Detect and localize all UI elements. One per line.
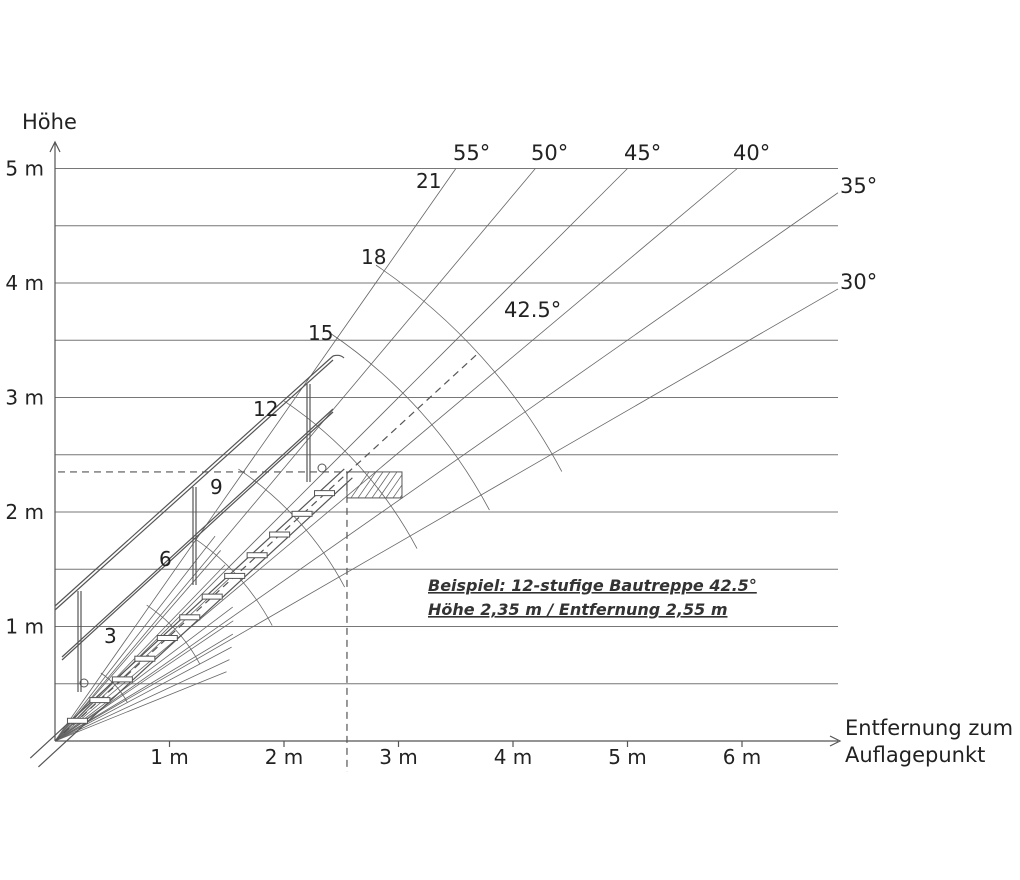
minor-angle-ray bbox=[54, 646, 232, 742]
hatch-line bbox=[357, 471, 377, 499]
x-tick-label: 4 m bbox=[494, 745, 533, 769]
handrail-upper bbox=[54, 355, 334, 607]
hatch-line bbox=[385, 474, 403, 499]
step-count-label: 15 bbox=[308, 321, 333, 345]
y-tick-label: 1 m bbox=[5, 615, 44, 639]
y-axis-title: Höhe bbox=[22, 110, 77, 134]
stair-tread bbox=[291, 510, 313, 517]
x-axis-title-line2: Auflagepunkt bbox=[845, 743, 985, 767]
step-arc-12 bbox=[238, 468, 345, 588]
step-arc-3 bbox=[100, 672, 128, 703]
stringer-lower bbox=[37, 477, 353, 768]
x-tick-label: 3 m bbox=[379, 745, 418, 769]
x-tick-label: 1 m bbox=[150, 745, 189, 769]
y-tick-label: 4 m bbox=[5, 271, 44, 295]
step-arc-21 bbox=[375, 264, 563, 472]
step-count-label: 18 bbox=[361, 245, 386, 269]
hatch-line bbox=[371, 471, 391, 499]
x-axis-title-line1: Entfernung zum bbox=[845, 716, 1013, 740]
x-tick-label: 6 m bbox=[723, 745, 762, 769]
handrail-lower bbox=[61, 408, 334, 658]
minor-angle-ray bbox=[54, 659, 230, 742]
minor-angle-ray bbox=[54, 564, 226, 742]
minor-angle-ray bbox=[54, 633, 234, 742]
stair-tread bbox=[179, 614, 201, 621]
handrail-upper-edge bbox=[54, 359, 334, 611]
minor-angle-ray bbox=[54, 535, 216, 742]
angle-label-55: 55° bbox=[453, 141, 490, 165]
step-arc-6 bbox=[146, 604, 201, 665]
angle-label-35: 35° bbox=[840, 174, 877, 198]
x-axis-arrow bbox=[829, 735, 842, 747]
highlight-angle-label: 42.5° bbox=[504, 298, 561, 322]
y-tick-label: 2 m bbox=[5, 500, 44, 524]
example-caption-line2: Höhe 2,35 m / Entfernung 2,55 m bbox=[428, 600, 727, 619]
y-tick-label: 3 m bbox=[5, 386, 44, 410]
angle-label-40: 40° bbox=[733, 141, 770, 165]
bolt-circle bbox=[79, 678, 89, 688]
step-count-label: 12 bbox=[253, 397, 278, 421]
step-count-label: 6 bbox=[159, 547, 172, 571]
angle-ray-45 bbox=[54, 168, 628, 742]
stair-tread bbox=[156, 635, 178, 642]
angle-ray-40 bbox=[54, 168, 738, 742]
labels: 1 m 2 m 3 m 4 m 5 m 1 m 2 m 3 m 4 m 5 m 6 m 30° 35° 4… bbox=[5, 141, 877, 769]
angle-ray-30 bbox=[54, 288, 839, 742]
hatch-line bbox=[392, 484, 403, 499]
x-tick-label: 2 m bbox=[265, 745, 304, 769]
angle-ray-35 bbox=[54, 192, 839, 742]
axes bbox=[49, 140, 842, 747]
example-caption-line1: Beispiel: 12-stufige Bautreppe 42.5° bbox=[428, 576, 757, 595]
step-arc-9 bbox=[192, 536, 273, 626]
stair-tread bbox=[111, 676, 133, 683]
step-arc-18 bbox=[329, 332, 490, 511]
angle-label-50: 50° bbox=[531, 141, 568, 165]
handrail-lower-edge bbox=[61, 411, 334, 661]
stair-tread bbox=[134, 655, 156, 662]
angle-label-45: 45° bbox=[624, 141, 661, 165]
stair-drawing bbox=[29, 354, 403, 768]
stringer-upper bbox=[29, 468, 345, 759]
stair-tread bbox=[224, 572, 246, 579]
angle-label-30: 30° bbox=[840, 270, 877, 294]
hatch-line bbox=[364, 471, 384, 499]
step-count-label: 9 bbox=[210, 475, 223, 499]
hatch-line bbox=[399, 494, 403, 499]
grid-lines bbox=[55, 168, 838, 685]
stair-tread bbox=[314, 490, 336, 497]
stair-tread bbox=[66, 717, 88, 724]
stair-tread bbox=[89, 697, 111, 704]
stair-tread bbox=[269, 531, 291, 538]
hatch-line bbox=[350, 471, 370, 499]
bolt-circle bbox=[317, 463, 327, 473]
angle-rays bbox=[54, 168, 839, 772]
angle-ray-55 bbox=[54, 168, 457, 742]
step-count-label: 3 bbox=[104, 624, 117, 648]
y-axis-arrow bbox=[49, 140, 61, 153]
handrail-end-cap bbox=[332, 354, 345, 359]
x-tick-label: 5 m bbox=[608, 745, 647, 769]
y-tick-label: 5 m bbox=[5, 157, 44, 181]
step-count-label: 21 bbox=[416, 169, 441, 193]
minor-angle-ray bbox=[54, 671, 227, 742]
hatch-line bbox=[378, 471, 398, 499]
angle-ray-50 bbox=[54, 168, 536, 742]
step-arc-15 bbox=[284, 400, 418, 549]
stair-tread bbox=[246, 552, 268, 559]
stair-tread bbox=[201, 593, 223, 600]
